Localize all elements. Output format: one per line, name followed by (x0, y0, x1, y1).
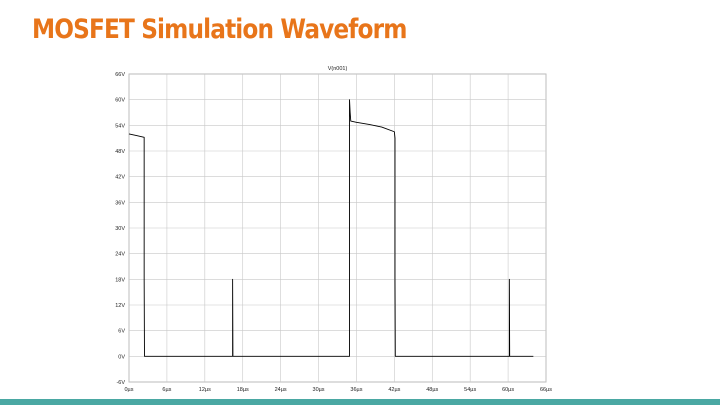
x-tick-label: 42µs (388, 387, 400, 393)
series-line-vn001 (128, 99, 534, 357)
slide-title: MOSFET Simulation Waveform (32, 14, 407, 45)
x-tick-label: 0µs (125, 387, 134, 393)
y-tick-label: 6V (118, 329, 125, 335)
y-tick-label: 12V (115, 303, 125, 309)
y-tick-label: 36V (115, 200, 125, 206)
y-tick-label: 24V (115, 252, 125, 258)
y-tick-label: 18V (115, 277, 125, 283)
y-tick-label: 66V (115, 72, 125, 78)
x-tick-label: 48µs (426, 387, 438, 393)
y-tick-label: 54V (115, 123, 125, 129)
y-tick-label: -6V (116, 380, 125, 386)
x-tick-label: 36µs (350, 387, 362, 393)
x-tick-label: 60µs (502, 387, 514, 393)
footer-accent-bar (0, 399, 720, 405)
y-tick-label: 48V (115, 149, 125, 155)
y-tick-label: 42V (115, 175, 125, 181)
x-tick-label: 18µs (237, 387, 249, 393)
x-tick-label: 12µs (199, 387, 211, 393)
y-tick-label: 0V (118, 354, 125, 360)
x-tick-label: 30µs (313, 387, 325, 393)
y-tick-label: 60V (115, 98, 125, 104)
x-tick-label: 66µs (540, 387, 552, 393)
y-tick-label: 30V (115, 226, 125, 232)
x-tick-label: 54µs (464, 387, 476, 393)
x-tick-label: 6µs (162, 387, 171, 393)
series-label: V(n001) (328, 66, 348, 72)
x-tick-label: 24µs (275, 387, 287, 393)
